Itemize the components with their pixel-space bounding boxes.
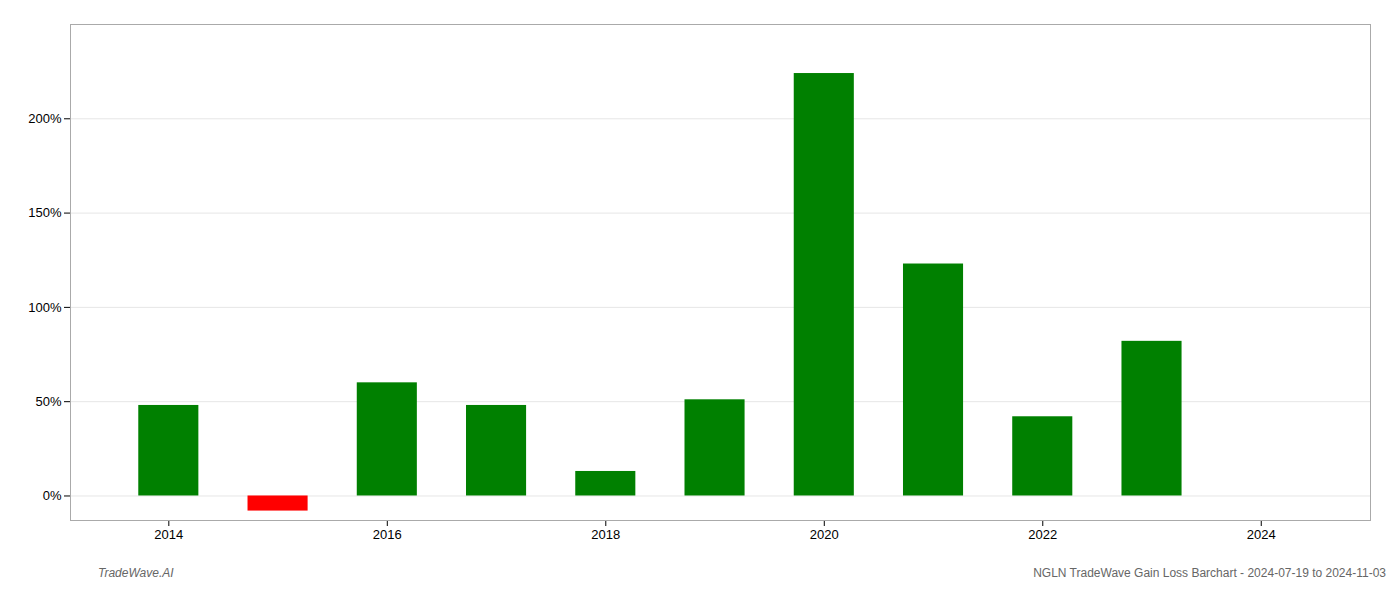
html-text:NGLN TradeWave Gain Loss Barch: NGLN TradeWave Gain Loss Barchart - 2024… bbox=[1033, 566, 1386, 580]
svg-text:2016: 2016 bbox=[373, 527, 402, 542]
svg-text:100%: 100% bbox=[28, 300, 62, 315]
svg-text:0%: 0% bbox=[43, 488, 62, 503]
svg-text:2020: 2020 bbox=[810, 527, 839, 542]
svg-text:2018: 2018 bbox=[591, 527, 620, 542]
svg-text:50%: 50% bbox=[35, 394, 61, 409]
svg-text:2014: 2014 bbox=[154, 527, 183, 542]
svg-text:150%: 150% bbox=[28, 205, 62, 220]
svg-text:2024: 2024 bbox=[1247, 527, 1276, 542]
svg-text:200%: 200% bbox=[28, 111, 62, 126]
html-text:TradeWave.AI: TradeWave.AI bbox=[98, 566, 174, 580]
svg-text:2022: 2022 bbox=[1028, 527, 1057, 542]
